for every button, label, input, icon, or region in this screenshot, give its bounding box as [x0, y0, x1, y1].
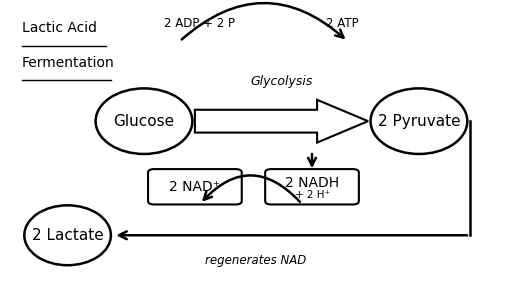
Text: 2 NADH: 2 NADH [285, 176, 339, 190]
FancyArrowPatch shape [119, 231, 467, 239]
Text: Fermentation: Fermentation [22, 56, 115, 70]
Text: regenerates NAD: regenerates NAD [205, 254, 307, 268]
Polygon shape [195, 100, 368, 143]
Text: 2 ADP + 2 P: 2 ADP + 2 P [164, 17, 236, 30]
Text: Glycolysis: Glycolysis [250, 75, 313, 88]
FancyArrowPatch shape [204, 175, 300, 202]
Text: Glucose: Glucose [114, 114, 175, 129]
Text: 2 ATP: 2 ATP [326, 17, 359, 30]
Text: Lactic Acid: Lactic Acid [22, 21, 97, 35]
FancyArrowPatch shape [308, 154, 316, 166]
Text: 2 Lactate: 2 Lactate [32, 228, 103, 243]
Text: 2 Pyruvate: 2 Pyruvate [378, 114, 460, 129]
Text: 2 NAD⁺: 2 NAD⁺ [169, 180, 220, 194]
FancyArrowPatch shape [182, 3, 344, 39]
Text: + 2 H⁺: + 2 H⁺ [294, 190, 330, 200]
